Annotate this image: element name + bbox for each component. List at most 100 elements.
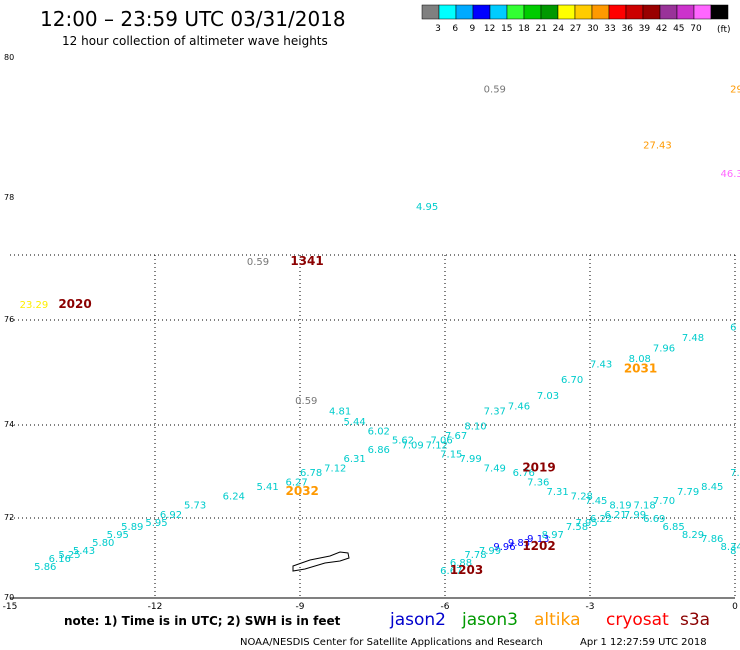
wave-height-value: 7.86 [701, 534, 723, 545]
wave-height-value: 5.41 [257, 482, 279, 493]
color-scale-legend: 3 6 9 12 15 18 21 24 27 30 33 36 39 42 45 70 [421, 4, 729, 34]
legend-label: 33 [604, 24, 615, 34]
legend-label: 9 [470, 24, 476, 34]
legend-label: 3 [435, 24, 441, 34]
legend-swatch [642, 4, 661, 20]
wave-height-value: 6.27 [286, 477, 308, 488]
wave-height-value: 7.67 [445, 431, 467, 442]
wave-height-value: 5.80 [92, 538, 114, 549]
satellite-s3a: s3a [680, 610, 710, 630]
wave-height-value: 7.28 [571, 491, 593, 502]
legend-label: 70 [690, 24, 702, 34]
wave-height-value: 8.34 [721, 542, 740, 553]
wave-height-value: 5.43 [73, 546, 95, 557]
wave-height-value: 6 [730, 323, 736, 334]
wave-height-value: 5.62 [392, 436, 414, 447]
wave-height-value: 7.70 [653, 496, 675, 507]
wave-height-value: 6.76 [513, 468, 535, 479]
wave-height-value: 7.15 [440, 450, 462, 461]
wave-height-value: 7.99 [479, 546, 501, 557]
wave-height-value: 7.96 [653, 344, 675, 355]
legend-label: 18 [518, 24, 530, 34]
wave-height-value: 5.25 [58, 550, 80, 561]
legend-swatch [506, 4, 525, 20]
wave-height-value: 8 [730, 546, 736, 557]
legend-swatch [455, 4, 474, 20]
pass-time-label: 2020 [58, 297, 91, 311]
legend-swatch [489, 4, 508, 20]
wave-height-value: 7.36 [527, 477, 549, 488]
lon-label: 0 [732, 602, 738, 612]
legend-swatch [523, 4, 542, 20]
wave-height-value: 5.86 [34, 562, 56, 573]
wave-height-value: 9.83 [508, 538, 530, 549]
wave-height-value: 8.10 [464, 422, 486, 433]
wave-height-value: 27.43 [643, 141, 672, 152]
legend-label: 12 [484, 24, 495, 34]
wave-height-value: 7.06 [431, 436, 453, 447]
legend-swatch [676, 4, 695, 20]
wave-height-value: 6.92 [160, 510, 182, 521]
wave-height-value: 7.37 [484, 407, 506, 418]
wave-height-value: 8.19 [609, 501, 631, 512]
wave-height-value: 7.49 [484, 464, 506, 475]
wave-height-value: 6.24 [223, 491, 245, 502]
wave-height-value: 0.59 [247, 257, 269, 268]
wave-height-value: 0.59 [484, 84, 506, 95]
wave-height-value: 6.85 [663, 522, 685, 533]
wave-height-value: 7.99 [624, 510, 646, 521]
lon-label: -3 [586, 602, 595, 612]
wave-height-value: 6.78 [300, 468, 322, 479]
legend-label: 21 [535, 24, 546, 34]
wave-height-value: 4.95 [416, 202, 438, 213]
pass-time-labels: 1341 2020 2031 2019 2032 1202 1203 [58, 254, 657, 577]
pass-time-label: 2032 [286, 484, 319, 498]
legend-unit: (ft) [717, 25, 731, 35]
wave-height-value: 7.48 [682, 333, 704, 344]
wave-height-value: 6.02 [368, 426, 390, 437]
wave-height-value: 7.78 [464, 550, 486, 561]
legend-swatch [693, 4, 712, 20]
lat-lon-grid [10, 254, 736, 599]
wave-height-value: 6.22 [590, 514, 612, 525]
map-subtitle: 12 hour collection of altimeter wave hei… [62, 34, 328, 48]
footer-source: NOAA/NESDIS Center for Satellite Applica… [240, 637, 543, 648]
lat-label: 70 [4, 593, 14, 602]
legend-label: 36 [621, 24, 633, 34]
pass-time-label: 1203 [450, 563, 483, 577]
wave-height-value: 7.95 [576, 518, 598, 529]
wave-height-value: 0.59 [295, 396, 317, 407]
wave-height-value: 7.12 [426, 440, 448, 451]
wave-height-value: 9.13 [527, 534, 549, 545]
satellite-legend: jason2 jason3 altika cryosat s3a [389, 610, 710, 630]
wave-height-value: 5.95 [107, 530, 129, 541]
wave-height-value: 7.09 [402, 440, 424, 451]
wave-height-value: 7.79 [677, 487, 699, 498]
legend-swatch [557, 4, 576, 20]
lat-label: 76 [4, 315, 14, 324]
wave-height-value: 5.95 [145, 518, 167, 529]
wave-height-value: 5.73 [184, 501, 206, 512]
lat-label: 74 [4, 420, 14, 429]
legend-label: 24 [553, 24, 565, 34]
wave-height-value: 7.31 [547, 487, 569, 498]
wave-height-value: 46.3 [721, 169, 740, 180]
satellite-jason3: jason3 [461, 610, 518, 630]
wave-height-value: 8.29 [682, 530, 704, 541]
legend-swatch [540, 4, 559, 20]
satellite-altika: altika [534, 610, 581, 630]
legend-swatch [659, 4, 678, 20]
wave-height-value: 7.45 [585, 496, 607, 507]
wave-height-readings: 0.59 29 27.43 46.3 4.95 0.59 23.29 7.48 6 7.968.0… [20, 84, 740, 577]
wave-height-value: 29 [730, 84, 740, 95]
wave-height-value: 6.88 [450, 558, 472, 569]
lon-label: -12 [148, 602, 163, 612]
legend-swatch [574, 4, 593, 20]
wave-height-value: 5.89 [121, 522, 143, 533]
wave-height-value: 7.58 [566, 522, 588, 533]
map-title: 12:00 – 23:59 UTC 03/31/2018 [40, 7, 346, 31]
wave-height-value: 7.99 [460, 454, 482, 465]
legend-swatch [472, 4, 491, 20]
pass-time-label: 2031 [624, 362, 657, 376]
